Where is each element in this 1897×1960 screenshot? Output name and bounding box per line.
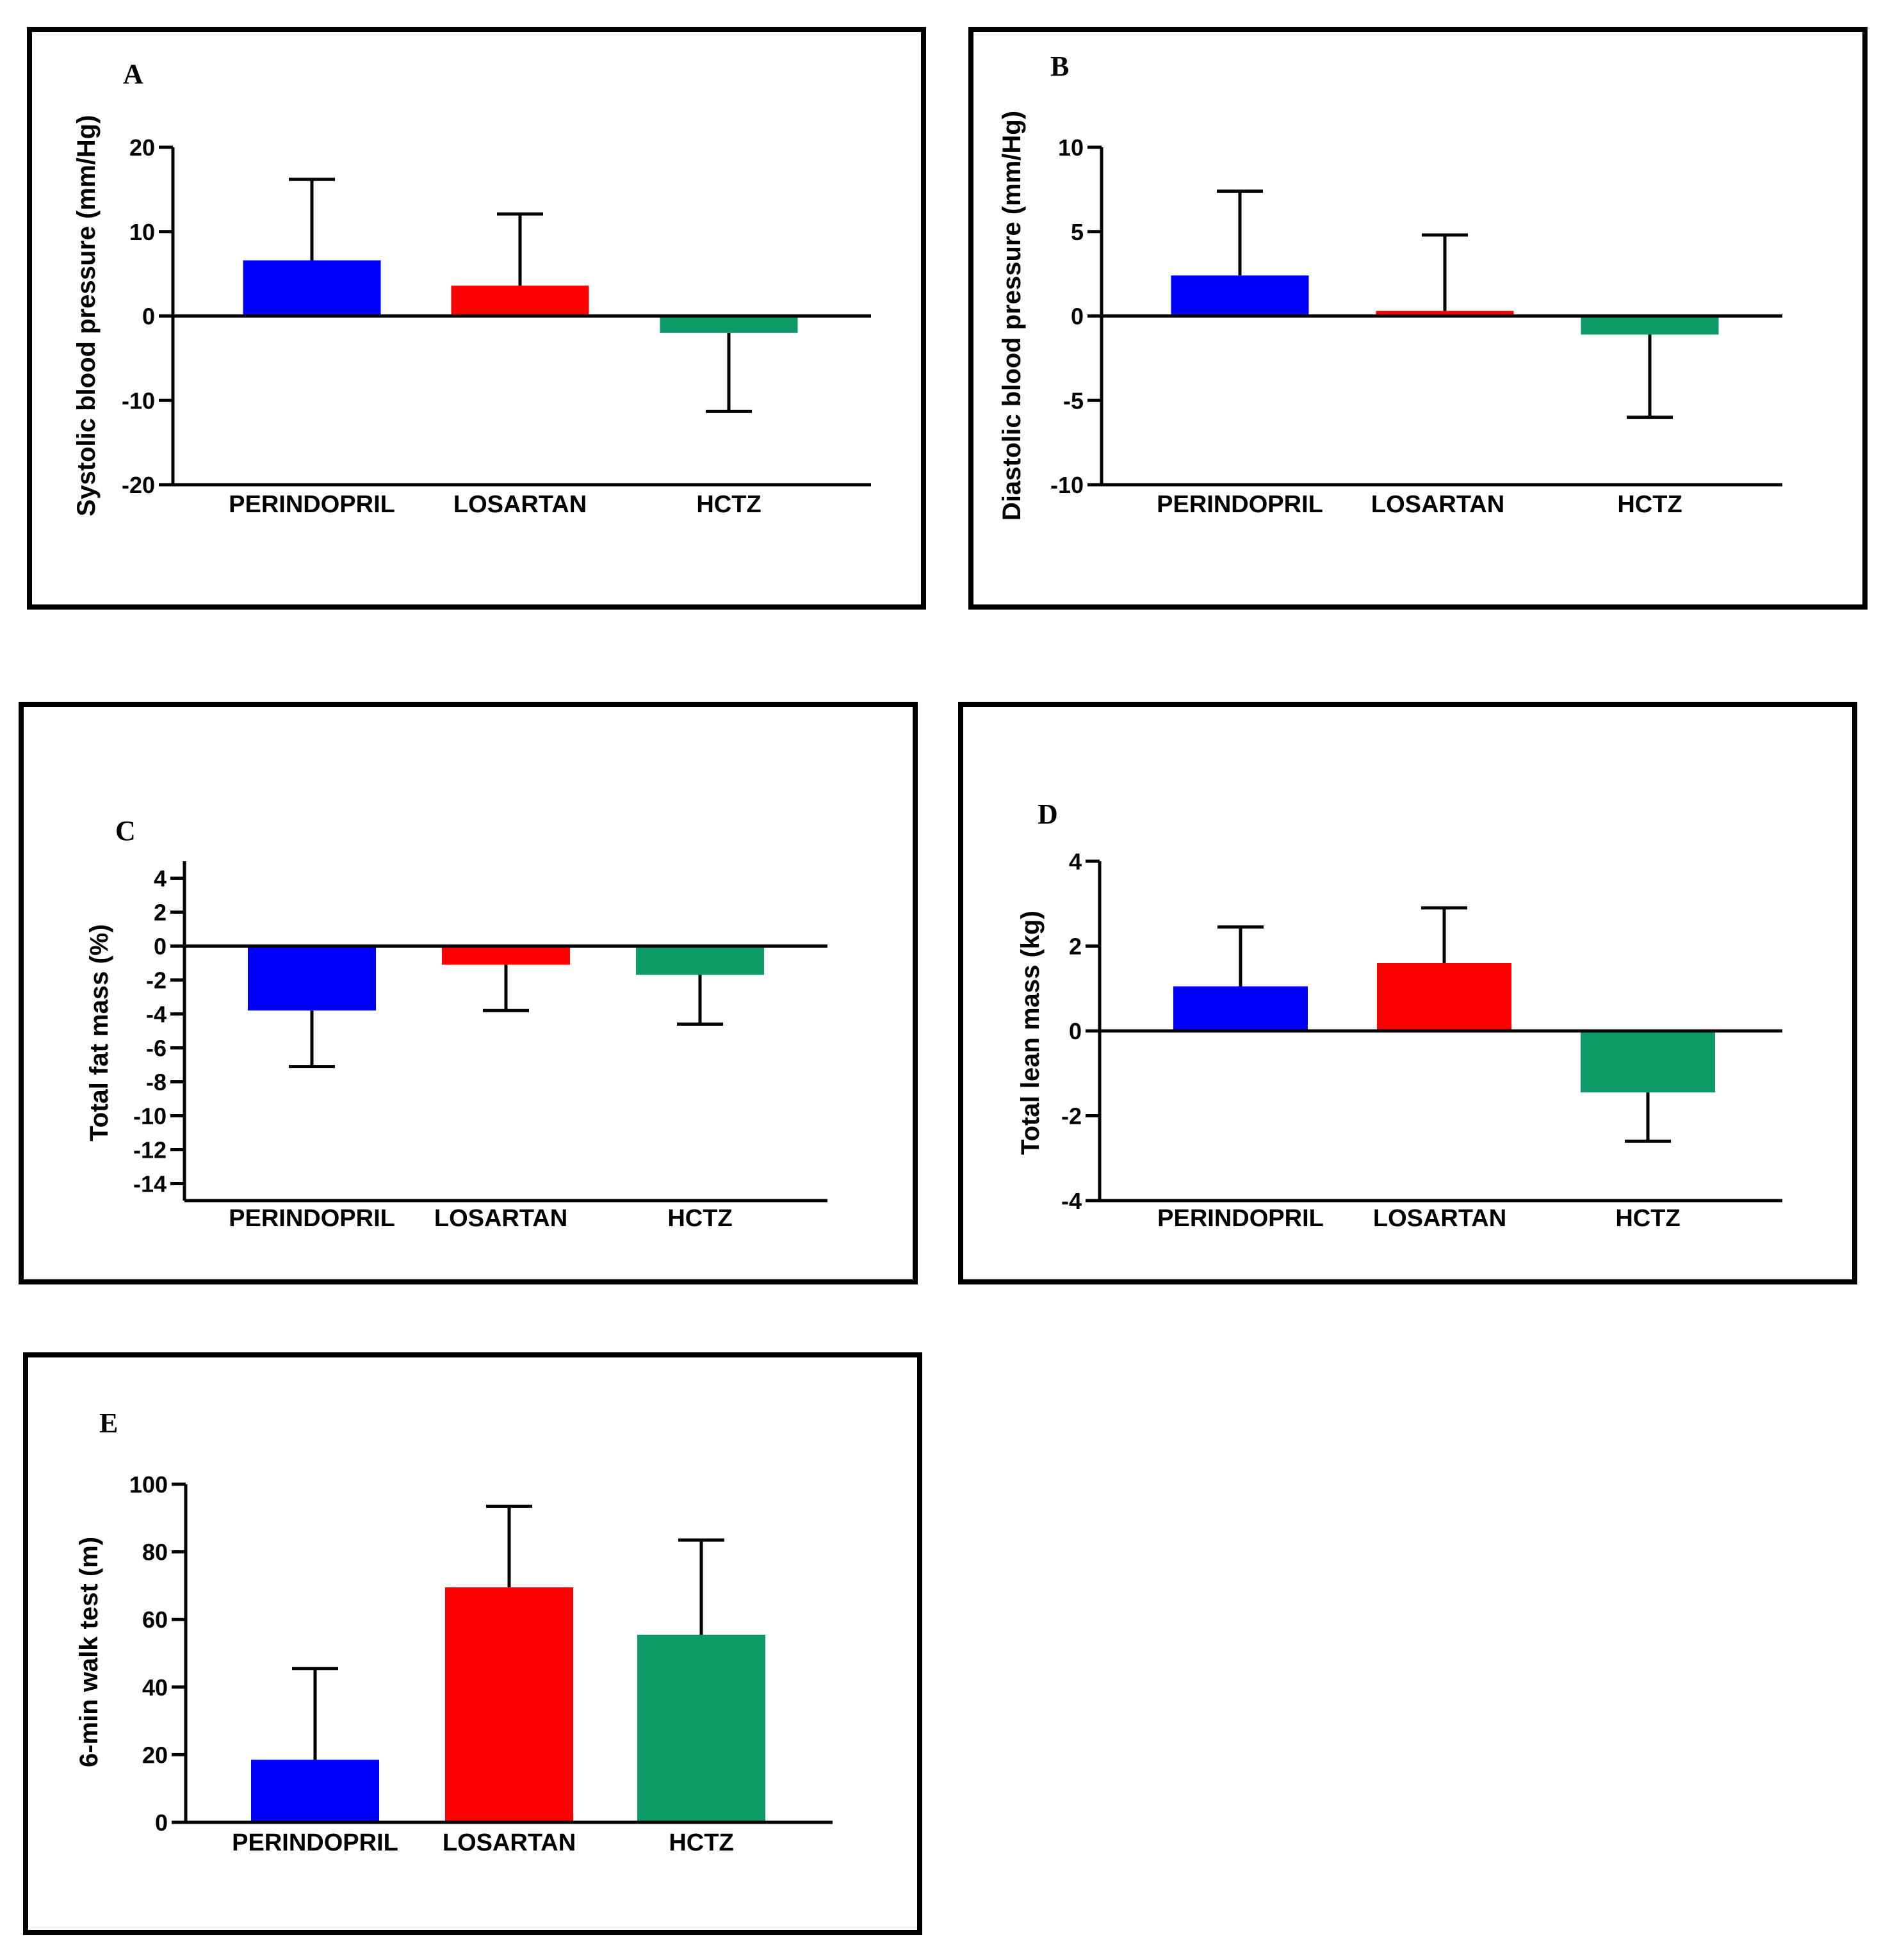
y-tick-label: 4 (1069, 848, 1082, 875)
chart-panel-d: D -4 -2 0 2 4 PERINDOPRIL LOSARTAN HCTZ Total lea… (958, 702, 1857, 1284)
y-tick-label: 2 (1069, 934, 1082, 960)
y-tick-label: -8 (146, 1069, 167, 1096)
x-category-label: HCTZ (667, 1205, 732, 1232)
y-axis-title: Total lean mass (kg) (1016, 911, 1045, 1155)
y-axis-title: Systolic blood pressure (mm/Hg) (72, 115, 101, 517)
y-tick-label: -5 (1063, 387, 1084, 414)
panel-frame (958, 702, 1857, 1284)
bar-losartan (451, 286, 589, 316)
y-tick-label: 0 (155, 1810, 168, 1836)
y-tick-label: 2 (154, 900, 167, 926)
y-axis-title: 6-min walk test (m) (75, 1537, 103, 1767)
panel-letter: D (1038, 798, 1058, 830)
y-tick-label: 0 (1071, 304, 1084, 330)
y-tick-label: 20 (142, 1742, 168, 1768)
y-tick-label: 20 (129, 134, 155, 161)
y-tick-label: 60 (142, 1607, 168, 1633)
panel-letter: E (99, 1407, 118, 1439)
panel-letter: B (1050, 51, 1069, 82)
x-category-label: HCTZ (669, 1829, 733, 1856)
y-tick-label: -4 (146, 1001, 167, 1028)
y-tick-label: 4 (154, 866, 167, 892)
x-category-label: HCTZ (696, 491, 761, 518)
y-tick-label: -4 (1061, 1188, 1082, 1214)
panel-frame (23, 1352, 922, 1935)
bar-perindopril (251, 1760, 379, 1822)
panel-letter: C (115, 815, 136, 846)
x-category-label: LOSARTAN (443, 1829, 576, 1856)
y-tick-label: 40 (142, 1674, 168, 1701)
y-tick-label: 0 (142, 304, 155, 330)
y-tick-label: -14 (133, 1171, 167, 1197)
bar-perindopril (243, 260, 381, 316)
x-category-label: PERINDOPRIL (229, 1205, 395, 1232)
bar-hctz (1581, 1031, 1715, 1093)
y-tick-label: -10 (122, 387, 155, 414)
bar-perindopril (1173, 986, 1308, 1031)
x-category-label: HCTZ (1615, 1205, 1680, 1232)
panel-frame (27, 27, 926, 610)
y-tick-label: -6 (146, 1035, 167, 1062)
bar-hctz (660, 316, 798, 333)
x-category-label: HCTZ (1617, 491, 1682, 518)
y-tick-label: 5 (1071, 219, 1084, 245)
bar-losartan (445, 1587, 573, 1822)
y-axis-title: Diastolic blood pressure (mm/Hg) (998, 111, 1026, 521)
y-tick-label: 80 (142, 1539, 168, 1566)
y-tick-label: 10 (1058, 134, 1084, 161)
x-category-label: LOSARTAN (434, 1205, 567, 1232)
x-category-label: PERINDOPRIL (1157, 491, 1323, 518)
y-tick-label: -20 (122, 472, 155, 498)
bar-hctz (636, 946, 764, 975)
y-tick-label: -10 (1050, 472, 1084, 498)
panel-letter: A (123, 58, 143, 90)
y-tick-label: 0 (154, 934, 167, 960)
panel-frame (19, 702, 918, 1284)
x-category-label: LOSARTAN (1373, 1205, 1506, 1232)
chart-panel-a: A -20 -10 0 10 20 PERINDOPRIL LOSARTAN HCTZ Systo… (27, 27, 926, 610)
bar-hctz (1581, 316, 1719, 335)
bar-losartan (1376, 311, 1514, 316)
x-category-label: PERINDOPRIL (232, 1829, 398, 1856)
y-tick-label: -2 (146, 968, 167, 994)
y-tick-label: -10 (133, 1103, 167, 1130)
bar-losartan (1377, 963, 1511, 1031)
chart-panel-b: B -10 -5 0 5 10 PERINDOPRIL LOSARTAN HCTZ Diastol… (968, 27, 1868, 610)
panel-frame (968, 27, 1868, 610)
y-tick-label: 10 (129, 219, 155, 245)
x-category-label: PERINDOPRIL (1157, 1205, 1324, 1232)
y-tick-label: 0 (1069, 1018, 1082, 1044)
y-tick-label: -2 (1061, 1103, 1082, 1130)
bar-perindopril (1171, 275, 1309, 316)
y-tick-label: -12 (133, 1137, 167, 1163)
bar-hctz (637, 1634, 765, 1822)
chart-panel-c: C -14 -12 -10 -8 -6 -4 -2 0 2 4 PERINDOPRIL LOSARTAN… (19, 702, 918, 1284)
x-category-label: LOSARTAN (1371, 491, 1504, 518)
bar-losartan (442, 946, 570, 965)
x-category-label: PERINDOPRIL (229, 491, 395, 518)
chart-panel-e: E 0 20 40 60 80 100 PERINDOPRIL LOSARTAN HCTZ 6-mi… (23, 1352, 922, 1935)
x-category-label: LOSARTAN (453, 491, 587, 518)
y-tick-label: 100 (129, 1471, 168, 1498)
y-axis-title: Total fat mass (%) (85, 924, 113, 1141)
bar-perindopril (248, 946, 376, 1011)
